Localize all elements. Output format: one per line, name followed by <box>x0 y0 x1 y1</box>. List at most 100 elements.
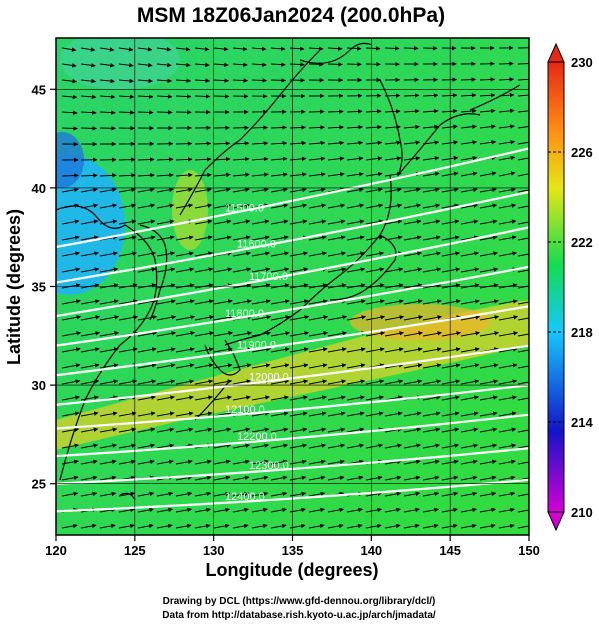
wind-arrow <box>479 507 496 513</box>
wind-arrow <box>403 251 422 257</box>
wind-arrow <box>137 110 154 115</box>
wind-arrow <box>327 443 346 449</box>
wind-arrow <box>365 395 384 401</box>
wind-arrow <box>460 108 477 114</box>
wind-arrow <box>308 491 326 497</box>
wind-arrow <box>175 523 192 529</box>
wind-arrow <box>365 140 383 146</box>
wind-arrow <box>118 235 137 241</box>
wind-arrow <box>232 203 251 209</box>
wind-arrow <box>422 475 440 481</box>
wind-arrow <box>194 347 214 353</box>
wind-arrow <box>479 251 498 257</box>
wind-arrow <box>99 251 118 257</box>
wind-arrow <box>308 46 324 51</box>
wind-arrow <box>327 267 347 273</box>
wind-arrow <box>460 155 478 161</box>
wind-arrow <box>498 140 516 145</box>
wind-arrow <box>61 315 82 321</box>
wind-arrow <box>232 62 248 67</box>
wind-arrow <box>99 203 118 209</box>
wind-arrow <box>460 427 479 433</box>
wind-arrow <box>460 187 478 193</box>
wind-arrow <box>308 379 328 385</box>
wind-arrow <box>365 171 383 177</box>
wind-arrow <box>99 411 118 417</box>
wind-arrow <box>308 395 327 401</box>
wind-arrow <box>175 203 194 209</box>
colorbar-ticks: 210 214 218 222 226 230 <box>548 55 593 520</box>
wind-arrow <box>175 235 194 241</box>
wind-arrow <box>137 427 156 433</box>
wind-arrow <box>479 331 499 337</box>
wind-arrow <box>80 203 99 209</box>
wind-arrow <box>61 299 81 305</box>
wind-arrow <box>403 203 422 209</box>
wind-arrow <box>251 299 271 305</box>
wind-arrow <box>498 92 515 98</box>
wind-arrow <box>194 219 213 225</box>
wind-arrow <box>517 333 529 337</box>
warm-patch <box>172 170 208 250</box>
wind-arrow <box>270 219 289 225</box>
wind-arrow <box>460 251 479 257</box>
wind-arrow <box>460 93 477 98</box>
wind-arrow <box>61 94 78 100</box>
wind-arrow <box>156 523 173 529</box>
wind-arrow <box>403 235 422 241</box>
wind-arrow <box>232 172 250 178</box>
wind-arrow <box>517 349 529 353</box>
wind-arrow <box>498 507 515 513</box>
wind-arrow <box>517 509 529 513</box>
wind-arrow <box>213 507 230 513</box>
wind-arrow <box>460 315 481 321</box>
wind-arrow <box>118 110 135 115</box>
wind-arrow <box>175 475 193 481</box>
wind-arrow <box>346 251 365 257</box>
wind-arrow <box>80 427 99 433</box>
wind-arrow <box>80 251 99 257</box>
wind-arrow <box>422 459 440 465</box>
wind-arrow <box>156 443 175 449</box>
wind-arrow <box>403 156 421 161</box>
wind-arrow <box>156 78 173 84</box>
wind-arrow <box>308 235 327 241</box>
wind-arrow <box>270 172 288 177</box>
wind-arrow <box>308 140 326 146</box>
wind-arrow <box>289 331 309 337</box>
contour-label: 11700.0 <box>249 271 288 283</box>
wind-arrow <box>232 491 250 497</box>
wind-arrow <box>403 507 420 513</box>
wind-arrow <box>270 156 288 162</box>
x-tick-label: 135 <box>282 543 304 558</box>
wind-arrow <box>327 172 345 177</box>
wind-arrow <box>308 331 328 337</box>
wind-arrow <box>327 523 344 529</box>
wind-arrow <box>346 299 366 305</box>
wind-arrow <box>517 397 529 401</box>
wind-arrow <box>156 47 172 52</box>
wind-arrow <box>213 379 233 385</box>
wind-arrow <box>346 267 366 273</box>
wind-arrow <box>365 46 381 51</box>
wind-arrow <box>308 475 326 481</box>
wind-arrow <box>213 331 233 337</box>
wind-arrow <box>517 445 529 449</box>
wind-arrow <box>251 347 271 353</box>
wind-arrow <box>346 315 367 321</box>
wind-arrow <box>460 507 477 513</box>
wind-arrow <box>251 315 272 321</box>
wind-arrow <box>441 411 460 417</box>
wind-arrow <box>422 379 442 385</box>
wind-arrow <box>270 491 288 497</box>
wind-arrow <box>517 493 529 497</box>
wind-arrow <box>498 155 516 161</box>
wind-arrow <box>270 459 288 465</box>
wind-arrow <box>346 523 363 529</box>
plot-field: 11500.0 11600.0 11700.0 11800.0 11900.0 12000… <box>56 38 529 535</box>
wind-arrow <box>232 395 251 401</box>
wind-arrow <box>346 475 364 481</box>
wind-arrow <box>346 140 364 146</box>
wind-arrow <box>99 78 116 84</box>
wind-arrow <box>365 491 383 497</box>
